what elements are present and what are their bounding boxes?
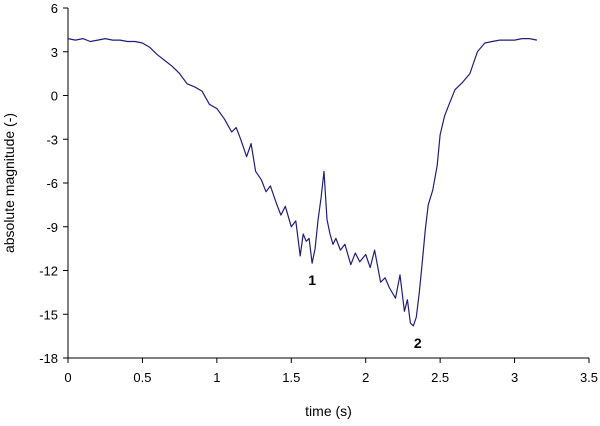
y-tick-label: -9 — [46, 220, 58, 235]
axes — [67, 8, 589, 359]
x-tick-label: 0.5 — [133, 370, 151, 385]
x-tick-label: 1 — [213, 370, 220, 385]
x-tick-label: 1.5 — [282, 370, 300, 385]
x-tick-label: 0 — [64, 370, 71, 385]
x-tick-label: 2.5 — [431, 370, 449, 385]
x-tick-label: 2 — [362, 370, 369, 385]
y-tick-label: 6 — [51, 1, 58, 16]
y-tick-label: -18 — [39, 351, 58, 366]
y-tick-label: -12 — [39, 264, 58, 279]
minimum-annotation: 2 — [414, 335, 422, 351]
x-ticks: 0 0.5 1 1.5 2 2.5 3 3.5 — [64, 358, 598, 385]
y-ticks: 6 3 0 -3 -6 -9 -12 -15 -18 — [39, 1, 68, 366]
minimum-annotation: 1 — [308, 272, 316, 288]
y-tick-label: -3 — [46, 132, 58, 147]
x-axis-title: time (s) — [305, 403, 352, 419]
y-tick-label: -6 — [46, 176, 58, 191]
annotations: 12 — [308, 272, 422, 351]
x-tick-label: 3.5 — [580, 370, 598, 385]
series-line — [67, 38, 538, 327]
y-tick-label: 0 — [51, 89, 58, 104]
y-axis-title: absolute magnitude (-) — [1, 113, 17, 253]
y-tick-label: 3 — [51, 45, 58, 60]
y-tick-label: -15 — [39, 307, 58, 322]
x-tick-label: 3 — [511, 370, 518, 385]
